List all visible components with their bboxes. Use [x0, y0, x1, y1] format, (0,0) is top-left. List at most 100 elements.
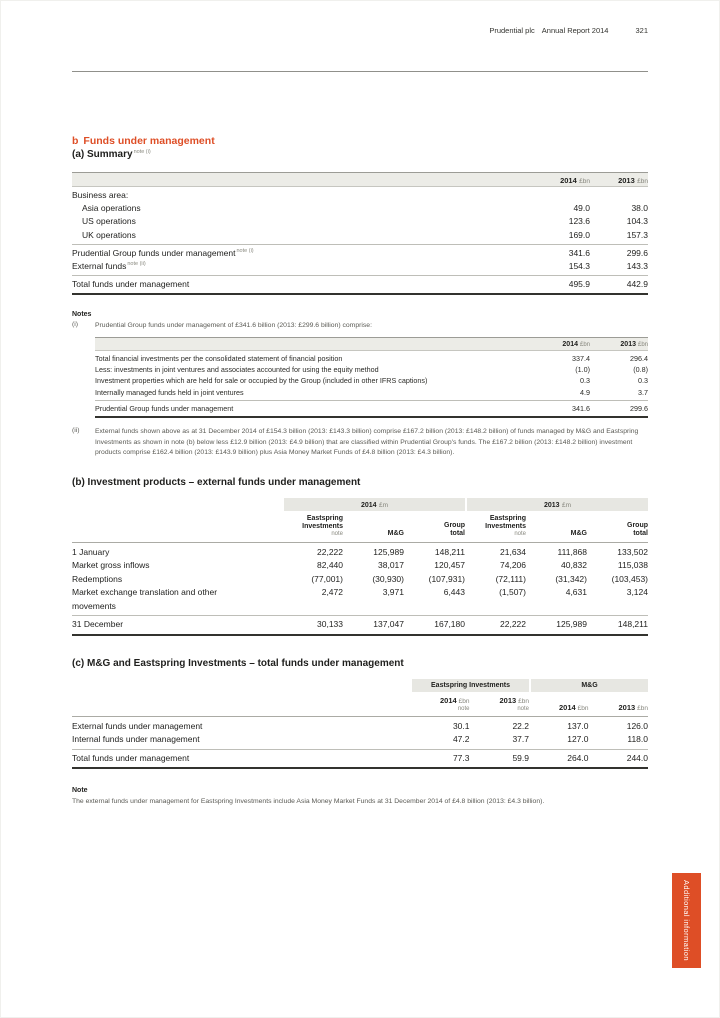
cell-2013: 299.6: [626, 247, 648, 258]
row-1-january: 1 January 22,222 125,989 148,211 21,634 …: [72, 546, 648, 560]
cell-value: 38,017: [378, 560, 404, 571]
row-external-funds: External fundsnote (ii) 154.3 143.3: [72, 260, 648, 273]
cell-value: 137.0: [567, 721, 589, 732]
cell-value: 22.2: [512, 721, 529, 732]
row-asia-operations: Asia operations 49.0 38.0: [72, 202, 648, 215]
row-uk-operations: UK operations 169.0 157.3: [72, 229, 648, 242]
group-header-row: 2014 £m 2013 £m: [72, 497, 648, 511]
note-i-table-header: 2014 £bn 2013 £bn: [95, 336, 648, 351]
column-header-mg-2013: 2013 £bn: [618, 702, 649, 712]
footnote-heading: Note: [72, 786, 88, 794]
summary-table-header: 2014 £bn 2013 £bn: [72, 172, 648, 187]
note-i-intro: Prudential Group funds under management …: [95, 322, 372, 330]
row-group-funds: Prudential Group funds under managementn…: [72, 247, 648, 260]
column-header-group-total-2013: Group total: [627, 521, 648, 538]
cell-value: (72,111): [495, 573, 526, 584]
group-header-eastspring: Eastspring Investments: [412, 678, 529, 692]
cell-value: (77,001): [311, 573, 343, 584]
table-rule: [95, 399, 648, 401]
notes-heading: Notes: [72, 311, 92, 319]
row-us-operations: US operations 123.6 104.3: [72, 215, 648, 228]
cell-2014: 49.0: [573, 203, 590, 214]
note-i-table: 2014 £bn 2013 £bn Total financial invest…: [95, 336, 648, 418]
row-total-financial-investments: Total financial investments per the cons…: [95, 353, 648, 363]
row-redemptions: Redemptions (77,001) (30,930) (107,931) …: [72, 573, 648, 587]
cell-2014: 154.3: [568, 261, 590, 272]
note-ii-ref: note (ii): [127, 261, 146, 268]
note-i-ref: note (i): [236, 247, 254, 254]
column-header-eastspring-2014: Eastspring Investments note: [302, 514, 343, 538]
table-end-rule: [72, 766, 648, 769]
group-header-mg: M&G: [531, 678, 648, 692]
cell-value: 47.2: [452, 734, 470, 745]
report-brand: Prudential plc: [489, 26, 535, 35]
total-funds-table: Eastspring Investments M&G 2014 £bn note …: [72, 678, 648, 769]
cell-2013: 296.4: [630, 353, 648, 363]
column-header-row: 2014 £bn note 2013 £bn note 2014 £bn 2013 …: [72, 692, 648, 718]
cell-value: 59.9: [512, 752, 529, 763]
cell-value: 120,457: [434, 560, 465, 571]
row-market-gross-inflows: Market gross inflows 82,440 38,017 120,4…: [72, 559, 648, 573]
row-market-exchange-translation: Market exchange translation and other mo…: [72, 586, 648, 613]
summary-heading: (a) Summarynote (i): [72, 148, 151, 160]
cell-value: 244.0: [626, 752, 648, 763]
cell-2014: 0.3: [580, 376, 590, 386]
row-total-funds: Total funds under management 77.3 59.9 2…: [72, 752, 648, 765]
cell-value: 22,222: [317, 546, 343, 557]
section-letter: b: [72, 135, 79, 147]
cell-value: 167,180: [434, 619, 465, 630]
note-ii-label: (ii): [72, 426, 80, 434]
cell-value: 118.0: [627, 734, 648, 745]
table-rule: [72, 243, 648, 245]
row-group-funds-total: Prudential Group funds under management …: [95, 403, 648, 413]
column-header-eastspring-2013: Eastspring Investments note: [485, 514, 526, 538]
footnote-text: The external funds under management for …: [72, 797, 545, 805]
cell-2013: (0.8): [633, 365, 648, 375]
cell-value: 126.0: [626, 721, 648, 732]
table-end-rule: [95, 415, 648, 418]
cell-value: 22,222: [500, 619, 526, 630]
cell-value: 21,634: [500, 546, 526, 557]
column-header-mg-2014: 2014 £bn: [559, 702, 589, 712]
cell-2013: 0.3: [638, 376, 648, 386]
table-end-rule: [72, 293, 648, 296]
note-ii-text: External funds shown above as at 31 Dece…: [95, 427, 639, 457]
cell-2014: (1.0): [575, 365, 590, 375]
cell-value: 3,124: [626, 587, 648, 598]
main-content: b Funds under management (a) Summarynote …: [72, 135, 648, 807]
cell-value: 125,989: [373, 546, 404, 557]
column-header-2014: 2014 £bn: [560, 175, 590, 185]
section-b-heading: (b) Investment products – external funds…: [72, 476, 361, 488]
cell-2014: 341.6: [572, 403, 590, 413]
table-end-rule: [72, 633, 648, 636]
tab-additional-information[interactable]: Additional information: [672, 873, 701, 968]
cell-value: 40,832: [561, 560, 587, 571]
group-header-2013: 2013 £m: [467, 497, 648, 511]
cell-value: 74,206: [500, 560, 526, 571]
cell-value: 30,133: [317, 619, 343, 630]
side-tab-label: Additional information: [682, 880, 691, 961]
cell-value: 2,472: [321, 587, 343, 598]
cell-value: 30.1: [452, 721, 470, 732]
row-internally-managed-funds: Internally managed funds held in joint v…: [95, 387, 648, 397]
cell-value: (31,342): [555, 573, 587, 584]
page-header: Prudential plc Annual Report 2014 321: [72, 26, 648, 35]
cell-value: (30,930): [372, 573, 404, 584]
column-header-2014: 2014 £bn: [562, 341, 590, 349]
column-header-2013: 2013 £bn: [620, 341, 648, 349]
cell-value: (107,931): [428, 573, 465, 584]
cell-2013: 104.3: [626, 216, 648, 227]
cell-value: 3,971: [382, 587, 404, 598]
notes-section: Notes (i) Prudential Group funds under m…: [72, 311, 648, 458]
section-c-heading: (c) M&G and Eastspring Investments – tot…: [72, 657, 404, 669]
cell-2014: 169.0: [568, 229, 590, 240]
cell-2014: 495.9: [568, 279, 590, 290]
column-header-eastspring-2014: 2014 £bn note: [440, 695, 470, 712]
row-less-joint-ventures: Less: investments in joint ventures and …: [95, 365, 648, 375]
column-header-2013: 2013 £bn: [618, 175, 648, 185]
page-number: 321: [635, 26, 648, 35]
table-rule: [72, 748, 648, 750]
cell-value: (103,453): [611, 573, 648, 584]
header-rule: [72, 71, 648, 72]
